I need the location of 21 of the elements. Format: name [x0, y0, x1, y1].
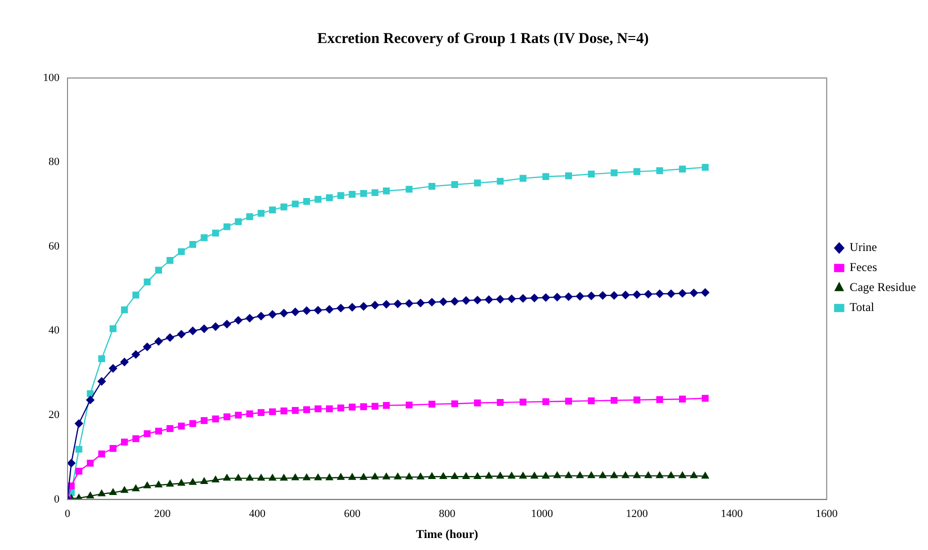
x-tick-label: 0: [64, 508, 71, 520]
x-tick-label: 1200: [626, 508, 648, 520]
legend-label: Total: [850, 300, 875, 314]
y-tick-label: 40: [48, 324, 60, 337]
legend-label: Feces: [850, 260, 878, 274]
y-tick-label: 80: [48, 156, 60, 168]
x-tick-label: 1000: [530, 508, 554, 520]
x-tick-label: 400: [249, 508, 266, 520]
y-tick-label: 100: [43, 72, 60, 84]
y-tick-label: 0: [54, 493, 60, 506]
legend-label: Urine: [850, 240, 878, 254]
x-axis-title: Time (hour): [416, 526, 478, 541]
y-tick-label: 20: [48, 409, 60, 422]
x-tick-label: 1600: [816, 508, 838, 520]
legend-label: Cage Residue: [850, 280, 916, 294]
x-tick-label: 200: [154, 508, 172, 520]
x-tick-label: 600: [344, 508, 361, 520]
x-tick-label: 1400: [720, 508, 744, 520]
y-tick-label: 60: [48, 240, 60, 252]
x-tick-label: 800: [438, 508, 456, 520]
chart-title: Excretion Recovery of Group 1 Rats (IV Dose, N=4): [317, 30, 649, 47]
